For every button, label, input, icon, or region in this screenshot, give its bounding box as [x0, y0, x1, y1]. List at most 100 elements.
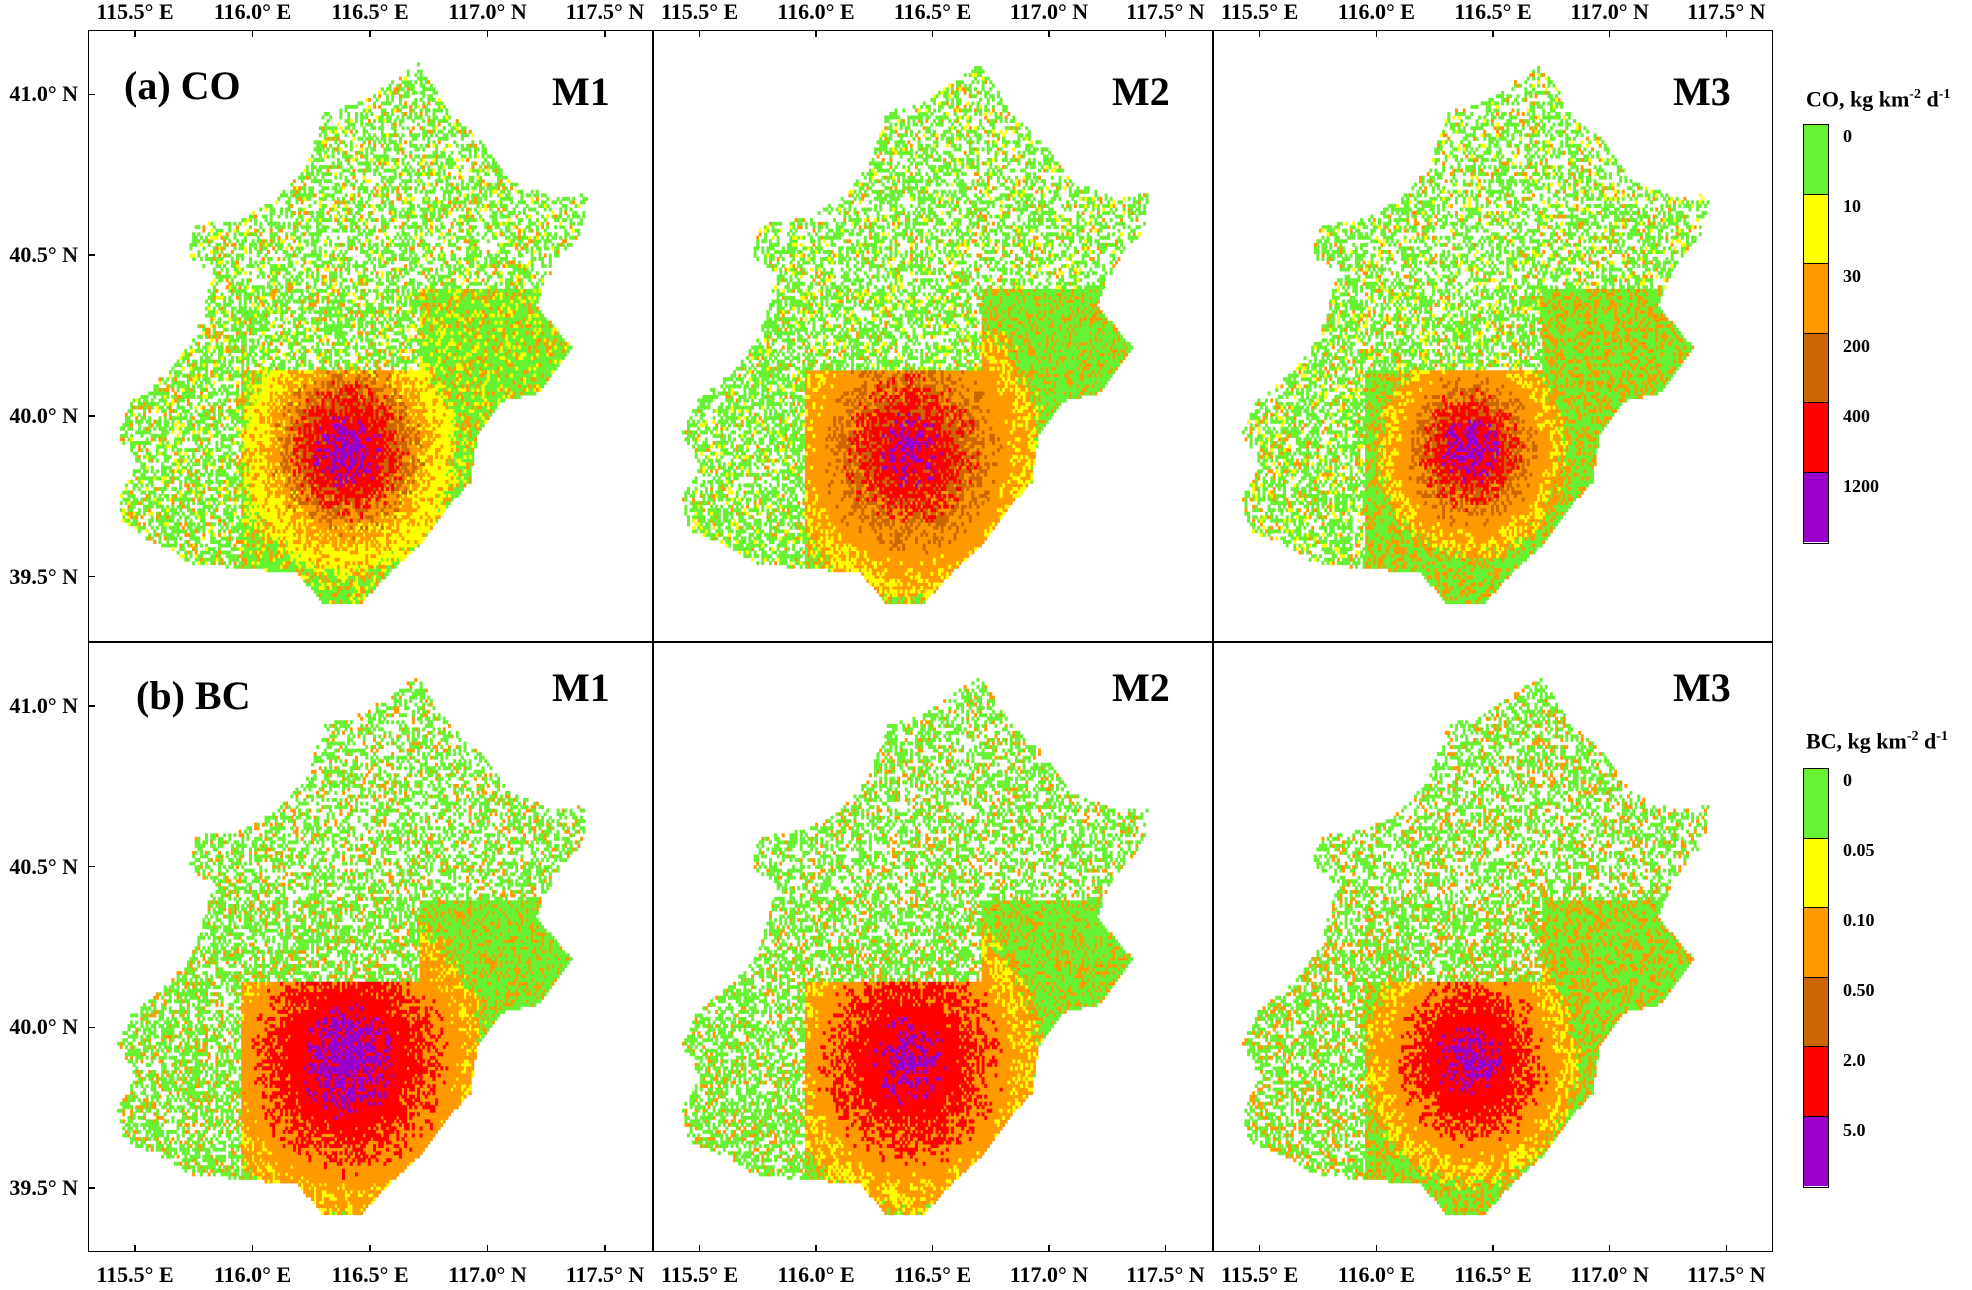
x-tick-label-bottom: 117.5° N: [1687, 1262, 1766, 1287]
x-tick-mark-top: [1258, 30, 1261, 37]
x-tick-mark-bottom: [1164, 1245, 1167, 1252]
emission-cells: [1365, 967, 1582, 1191]
legend-tick-label: 0.10: [1843, 910, 1875, 930]
emission-cells: [303, 1002, 395, 1120]
x-tick-mark-top: [698, 30, 701, 37]
x-tick-label-top: 115.5° E: [96, 0, 174, 24]
x-tick-label-bottom: 117.0° N: [448, 1262, 527, 1287]
y-tick-mark: [88, 1187, 95, 1189]
emission-cells: [881, 412, 944, 488]
y-tick-mark: [88, 93, 95, 96]
x-tick-mark-bottom: [698, 1245, 701, 1252]
emission-cells: [843, 373, 980, 523]
y-tick-label: 41.0° N: [9, 693, 78, 719]
emission-map-r1-c2: [1241, 678, 1710, 1216]
y-tick-label: 40.0° N: [9, 1014, 78, 1040]
emission-cells: [825, 370, 1003, 555]
legend-tick-label: 200: [1843, 336, 1870, 356]
panel-divider-h: [88, 641, 1773, 643]
legend-tick-label: 0: [1843, 770, 1852, 790]
y-tick-mark: [88, 575, 95, 578]
y-tick-label: 40.0° N: [9, 402, 78, 428]
emission-map-r1-c0: [117, 678, 586, 1216]
x-tick-label-top: 116.5° E: [331, 0, 409, 24]
legend-swatch: [1804, 977, 1828, 1047]
x-tick-mark-top: [1608, 30, 1611, 37]
legend-co-colorbar: [1803, 124, 1829, 544]
model-label: M2: [1112, 69, 1170, 114]
legend-tick-label: 0: [1843, 126, 1852, 146]
x-tick-mark-bottom: [1608, 1245, 1611, 1252]
emission-cells: [119, 678, 583, 1216]
legend-tick-label: 2.0: [1843, 1050, 1866, 1070]
x-tick-label-top: 117.5° N: [565, 0, 645, 24]
legend-swatch: [1804, 194, 1828, 264]
x-tick-label-bottom: 116.0° E: [213, 1262, 292, 1287]
legend-tick-label: 10: [1843, 196, 1861, 216]
x-tick-mark-top: [604, 30, 606, 37]
x-tick-mark-bottom: [369, 1245, 371, 1252]
legend-swatch: [1804, 1047, 1828, 1117]
x-tick-mark-bottom: [1048, 1245, 1050, 1252]
y-tick-mark: [88, 865, 95, 868]
x-tick-label-bottom: 115.5° E: [660, 1262, 739, 1287]
x-tick-label-top: 117.5° N: [1126, 0, 1205, 24]
emission-cells: [117, 681, 586, 1216]
x-tick-mark-bottom: [1375, 1245, 1378, 1252]
legend-swatch: [1804, 769, 1828, 839]
x-tick-mark-top: [369, 30, 371, 37]
legend-tick-label: 5.0: [1843, 1120, 1866, 1140]
legend-tick-label: 30: [1843, 266, 1861, 286]
x-tick-label-top: 116.0° E: [213, 0, 292, 24]
x-tick-label-bottom: 116.5° E: [331, 1262, 409, 1287]
legend-tick-label: 1200: [1843, 476, 1879, 496]
x-tick-mark-bottom: [1725, 1245, 1728, 1252]
x-tick-mark-top: [1048, 30, 1050, 37]
x-tick-mark-top: [134, 30, 136, 37]
emission-map-r0-c1: [681, 66, 1149, 605]
legend-swatch: [1804, 264, 1828, 334]
emission-cells: [681, 678, 1149, 1216]
x-tick-mark-top: [1725, 30, 1728, 37]
x-tick-label-top: 117.0° N: [448, 0, 527, 24]
emission-cells: [1419, 387, 1525, 513]
model-label: M3: [1673, 665, 1731, 710]
x-tick-mark-top: [1375, 30, 1378, 37]
x-tick-label-top: 117.5° N: [1687, 0, 1766, 24]
x-tick-label-bottom: 117.0° N: [1009, 1262, 1089, 1287]
x-tick-label-bottom: 115.5° E: [96, 1262, 174, 1287]
x-tick-label-bottom: 116.5° E: [1454, 1262, 1532, 1287]
x-tick-mark-top: [1492, 30, 1494, 37]
legend-tick-label: 0.50: [1843, 980, 1875, 1000]
x-tick-mark-bottom: [134, 1245, 136, 1252]
y-tick-label: 41.0° N: [9, 81, 78, 107]
x-tick-mark-top: [251, 30, 254, 37]
legend-swatch: [1804, 472, 1828, 542]
panel-tag: (a) CO: [124, 63, 241, 108]
legend-co-title: CO, kg km-2 d-1: [1806, 86, 1951, 112]
y-tick-mark: [88, 415, 95, 417]
legend-swatch: [1804, 1116, 1828, 1186]
legend-tick-label: 400: [1843, 406, 1870, 426]
legend-swatch: [1804, 333, 1828, 403]
x-tick-label-bottom: 117.5° N: [565, 1262, 645, 1287]
x-tick-label-top: 115.5° E: [1221, 0, 1299, 24]
emission-cells: [874, 1017, 947, 1106]
emission-cells: [1437, 1027, 1505, 1096]
emission-cells: [1247, 73, 1705, 566]
x-tick-label-bottom: 115.5° E: [1221, 1262, 1299, 1287]
legend-bc-colorbar: [1803, 768, 1829, 1188]
x-tick-label-top: 117.0° N: [1570, 0, 1649, 24]
x-tick-mark-top: [1164, 30, 1167, 37]
x-tick-mark-top: [815, 30, 817, 37]
x-tick-mark-bottom: [931, 1245, 934, 1252]
x-tick-mark-bottom: [1258, 1245, 1261, 1252]
emission-map-r0-c2: [1241, 66, 1710, 605]
panel-tag: (b) BC: [136, 673, 251, 718]
emission-map-r0-c0: [119, 62, 588, 605]
emission-map-r1-c1: [681, 678, 1149, 1216]
emission-cells: [313, 416, 382, 488]
model-label: M3: [1673, 69, 1731, 114]
legend-swatch: [1804, 403, 1828, 473]
